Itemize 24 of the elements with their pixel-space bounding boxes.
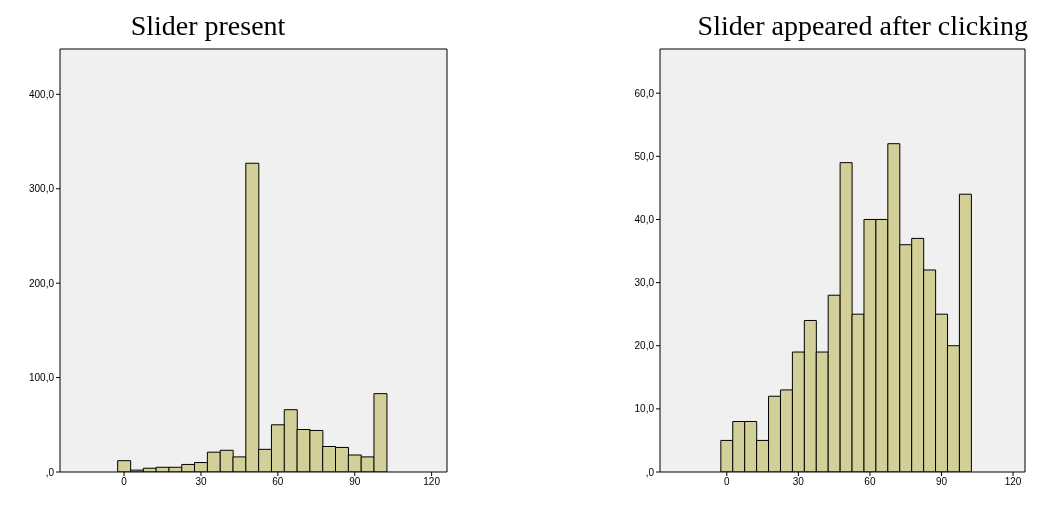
x-tick-label: 120 — [423, 476, 441, 488]
x-tick-label: 90 — [349, 476, 361, 488]
y-tick-label: 300,0 — [28, 183, 55, 195]
x-tick-label: 30 — [195, 476, 207, 488]
y-tick-label: 10,0 — [634, 403, 655, 415]
y-tick-label: ,0 — [45, 466, 55, 478]
x-tick-label: 120 — [1004, 476, 1022, 488]
y-tick-label: 20,0 — [634, 340, 655, 352]
y-tick-label: 200,0 — [28, 277, 55, 289]
y-tick-label: ,0 — [645, 466, 655, 478]
x-tick-label: 90 — [935, 476, 948, 488]
chart-title: Slider appeared after clicking — [696, 9, 1028, 43]
y-tick-label: 50,0 — [634, 150, 655, 162]
y-tick-label: 400,0 — [28, 88, 55, 100]
y-tick-label: 100,0 — [28, 372, 55, 384]
x-tick-label: 0 — [724, 476, 731, 488]
x-tick-label: 60 — [272, 476, 284, 488]
y-tick-label: 60,0 — [634, 87, 655, 99]
y-tick-label: 40,0 — [634, 214, 655, 226]
chart-title: Slider present — [129, 9, 287, 43]
x-tick-label: 0 — [121, 476, 128, 488]
x-tick-label: 60 — [864, 476, 876, 488]
x-tick-label: 30 — [792, 476, 805, 488]
y-tick-label: 30,0 — [634, 277, 655, 289]
